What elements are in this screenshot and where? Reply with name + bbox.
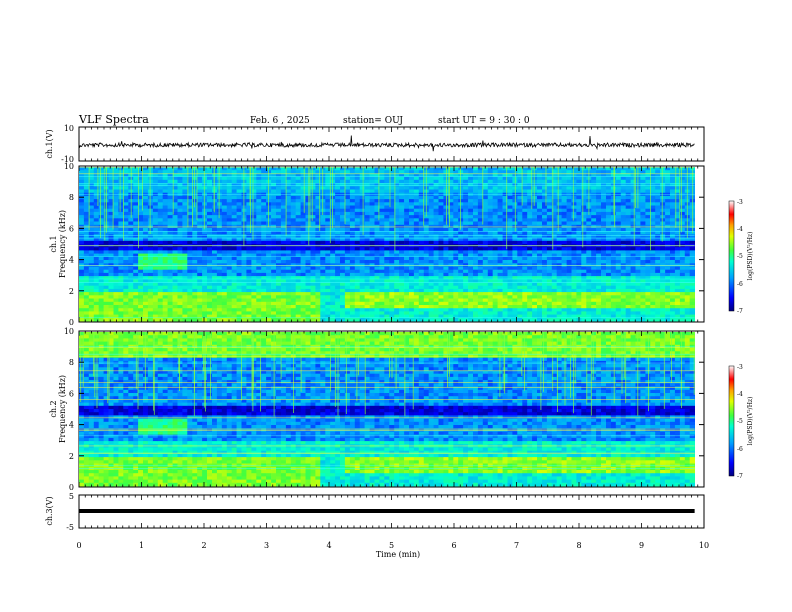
- time-tick-label-10: 10: [699, 541, 709, 550]
- yt2-label-2: 4: [69, 421, 74, 430]
- time-tick-label-4: 4: [326, 541, 331, 550]
- ch1-ytick-bottom: -10: [61, 155, 74, 164]
- yt1-label-3: 6: [69, 224, 74, 233]
- ch1-colorbar: [728, 200, 735, 312]
- ch2-freq-ticks: 0 2 4 6 8 10: [64, 327, 704, 492]
- yt2-label-3: 6: [69, 389, 74, 398]
- ch3-ytick-bottom: -5: [66, 523, 74, 532]
- ch1-cbar-tick-5: -5: [737, 253, 743, 260]
- time-axis-ticks: [78, 127, 705, 528]
- ch3-ylabel: ch.3(V): [45, 496, 54, 525]
- time-tick-label-8: 8: [576, 541, 581, 550]
- ch1-spectrogram-panel: 0 2 4 6 8 10 ch.1 Frequency (kHz) -3 -4 -5 -6…: [49, 162, 754, 327]
- ch1-cbar-tick-7: -7: [737, 308, 743, 315]
- ch2-spec-ylabel-channel: ch.2: [49, 400, 58, 417]
- ch1-wave-line: [78, 135, 695, 152]
- ch2-colorbar-label: log(PSD)(V²/Hz): [747, 397, 754, 446]
- time-tick-label-1: 1: [139, 541, 144, 550]
- ch2-spectrogram-image: [79, 332, 695, 487]
- yt1-label-2: 4: [69, 256, 74, 265]
- time-axis-label: Time (min): [376, 550, 420, 559]
- ch2-cbar-tick-6: -6: [737, 446, 743, 453]
- time-tick-label-5: 5: [389, 541, 394, 550]
- time-tick-label-0: 0: [76, 541, 81, 550]
- yt1-label-5: 10: [64, 162, 74, 171]
- date-label: Feb. 6 , 2025: [250, 116, 310, 126]
- time-tick-label-3: 3: [264, 541, 269, 550]
- yt2-label-1: 2: [69, 452, 74, 461]
- time-axis-tick-labels: 0 1 2 3 4 5 6 7 8 9 10: [76, 541, 709, 550]
- ch2-colorbar: [728, 365, 735, 477]
- yt1-label-1: 2: [69, 287, 74, 296]
- ch1-cbar-tick-3: -3: [737, 199, 743, 206]
- yt2-label-5: 10: [64, 327, 74, 336]
- start-time-label: start UT = 9 : 30 : 0: [438, 116, 530, 126]
- time-tick-label-7: 7: [514, 541, 519, 550]
- ch1-spectrogram-image: [79, 167, 695, 322]
- ch1-ylabel: ch.1(V): [45, 129, 54, 158]
- ch1-cbar-tick-4: -4: [737, 226, 743, 233]
- figure-title: VLF Spectra: [78, 113, 149, 126]
- yt1-label-0: 0: [69, 318, 74, 327]
- ch2-spectrogram-panel: 0 2 4 6 8 10 ch.2 Frequency (kHz) -3 -4 -5 -6…: [49, 327, 754, 492]
- yt2-label-4: 8: [69, 358, 74, 367]
- ch1-spec-ylabel-frequency: Frequency (kHz): [58, 210, 67, 278]
- ch1-freq-ticks: 0 2 4 6 8 10: [64, 162, 704, 327]
- ch1-waveform-panel: 10 -10 ch.1(V): [45, 124, 705, 164]
- ch2-cbar-tick-5: -5: [737, 418, 743, 425]
- ch2-cbar-tick-7: -7: [737, 473, 743, 480]
- ch3-ytick-top: 5: [69, 492, 74, 501]
- ch3-waveform-panel: 5 -5 ch.3(V): [45, 492, 705, 532]
- time-tick-label-9: 9: [639, 541, 644, 550]
- time-tick-label-2: 2: [201, 541, 206, 550]
- ch2-cbar-tick-4: -4: [737, 391, 743, 398]
- yt2-label-0: 0: [69, 483, 74, 492]
- ch1-cbar-tick-6: -6: [737, 281, 743, 288]
- ch2-spec-ylabel-frequency: Frequency (kHz): [58, 375, 67, 443]
- ch1-colorbar-label: log(PSD)(V²/Hz): [747, 232, 754, 281]
- ch1-spec-ylabel-channel: ch.1: [49, 235, 58, 252]
- ch3-waveform-trace: [79, 509, 695, 513]
- yt1-label-4: 8: [69, 193, 74, 202]
- station-label: station= OUJ: [343, 116, 403, 126]
- ch1-waveform-trace: [78, 135, 695, 152]
- ch2-cbar-tick-3: -3: [737, 364, 743, 371]
- ch1-ytick-top: 10: [64, 124, 74, 133]
- ch3-line: [79, 509, 695, 513]
- time-tick-label-6: 6: [451, 541, 456, 550]
